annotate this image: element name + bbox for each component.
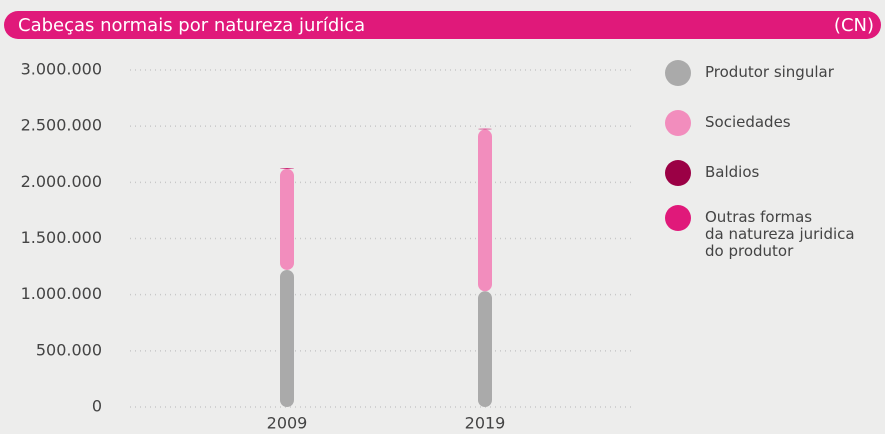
bar-segment <box>478 128 492 130</box>
legend-swatch <box>665 160 691 186</box>
legend-swatch <box>665 60 691 86</box>
y-tick-label: 0 <box>92 397 102 416</box>
y-tick-label: 3.000.000 <box>21 60 102 79</box>
y-tick-label: 2.500.000 <box>21 116 102 135</box>
bar-segment <box>280 167 294 169</box>
y-tick-label: 1.000.000 <box>21 284 102 303</box>
bar-segment <box>280 269 294 407</box>
x-tick-label: 2009 <box>267 414 308 433</box>
legend-swatch <box>665 205 691 231</box>
title-bar <box>4 11 881 39</box>
x-tick-label: 2019 <box>465 414 506 433</box>
legend-label: Outras formas da natureza juridica do pr… <box>705 208 855 260</box>
y-tick-label: 500.000 <box>36 340 102 359</box>
legend-label: Sociedades <box>705 113 791 131</box>
legend-swatch <box>665 110 691 136</box>
legend-label: Produtor singular <box>705 63 834 81</box>
bar-segment <box>478 291 492 407</box>
bar-segment <box>280 168 294 270</box>
bar-segment <box>478 129 492 292</box>
unit-label: (CN) <box>834 15 874 36</box>
legend-label: Baldios <box>705 163 760 181</box>
y-tick-label: 1.500.000 <box>21 228 102 247</box>
y-tick-label: 2.000.000 <box>21 172 102 191</box>
chart-title: Cabeças normais por natureza jurídica <box>18 15 365 36</box>
